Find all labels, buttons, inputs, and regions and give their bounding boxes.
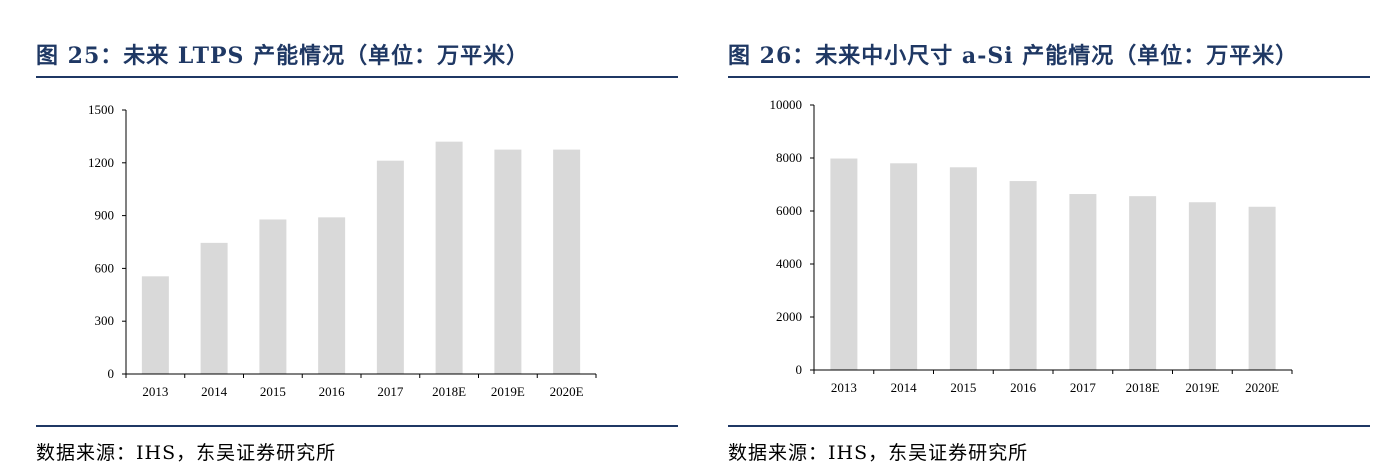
- bar-2013: [141, 276, 169, 374]
- x-tick-label: 2017: [1070, 380, 1097, 395]
- y-tick-label: 8000: [776, 150, 802, 165]
- bar-2017: [1069, 194, 1097, 370]
- x-tick-label: 2015: [260, 384, 286, 399]
- x-tick-label: 2018E: [1126, 380, 1160, 395]
- figure-26-title-rule: [728, 76, 1370, 78]
- x-tick-label: 2020E: [1245, 380, 1279, 395]
- y-tick-label: 1200: [88, 155, 114, 170]
- x-tick-label: 2019E: [1185, 380, 1219, 395]
- figure-26-source: 数据来源：IHS，东吴证券研究所: [728, 442, 1029, 464]
- figure-25-chart: 0 300 600 900 1200 1500 2013 2014 2015 2016 2017 20…: [88, 102, 597, 399]
- figure-26-bottom-rule: [728, 425, 1370, 427]
- bar-2019E: [494, 149, 522, 374]
- x-tick-label: 2018E: [432, 384, 466, 399]
- x-tick-label: 2017: [377, 384, 404, 399]
- x-tick-label: 2013: [831, 380, 857, 395]
- y-tick-label: 4000: [776, 256, 802, 271]
- x-tick-label: 2019E: [491, 384, 525, 399]
- y-tick-label: 300: [95, 313, 115, 328]
- bar-2014: [890, 163, 918, 370]
- y-tick-label: 0: [796, 362, 803, 377]
- x-tick-label: 2015: [950, 380, 976, 395]
- bar-2016: [318, 217, 346, 374]
- x-tick-label: 2016: [319, 384, 346, 399]
- figure-26-title: 图 26：未来中小尺寸 a-Si 产能情况（单位：万平米）: [728, 43, 1299, 69]
- x-tick-label: 2014: [891, 380, 918, 395]
- bar-2020E: [1248, 206, 1276, 370]
- bar-2015: [259, 219, 287, 374]
- bar-2018E: [1129, 196, 1157, 370]
- bar-2015: [949, 167, 977, 370]
- bar-2018E: [435, 141, 463, 374]
- figure-26-panel: 图 26：未来中小尺寸 a-Si 产能情况（单位：万平米） 0 2000 4000 6…: [728, 0, 1370, 476]
- bar-2019E: [1188, 202, 1216, 370]
- bar-2016: [1009, 181, 1037, 370]
- y-tick-label: 600: [95, 260, 115, 275]
- x-tick-label: 2013: [142, 384, 168, 399]
- bar-2020E: [553, 149, 581, 374]
- y-tick-label: 6000: [776, 203, 802, 218]
- y-tick-label: 2000: [776, 309, 802, 324]
- y-tick-label: 0: [108, 366, 115, 381]
- figure-25-title-rule: [36, 76, 678, 78]
- figure-25-source: 数据来源：IHS，东吴证券研究所: [36, 442, 337, 464]
- figure-25-title: 图 25：未来 LTPS 产能情况（单位：万平米）: [36, 43, 530, 69]
- bar-2013: [830, 158, 858, 370]
- y-tick-label: 900: [95, 208, 115, 223]
- figure-25-panel: 图 25：未来 LTPS 产能情况（单位：万平米） 0 300 600 900 1200…: [36, 0, 678, 476]
- bar-2014: [200, 242, 228, 374]
- x-tick-label: 2016: [1010, 380, 1037, 395]
- y-tick-label: 10000: [770, 97, 803, 112]
- figure-25-bottom-rule: [36, 425, 678, 427]
- x-tick-label: 2020E: [550, 384, 584, 399]
- x-tick-label: 2014: [201, 384, 228, 399]
- y-tick-label: 1500: [88, 102, 114, 117]
- figure-26-chart: 0 2000 4000 6000 8000 10000 2013 2014 2015 2016 20…: [770, 97, 1293, 395]
- bar-2017: [376, 160, 404, 374]
